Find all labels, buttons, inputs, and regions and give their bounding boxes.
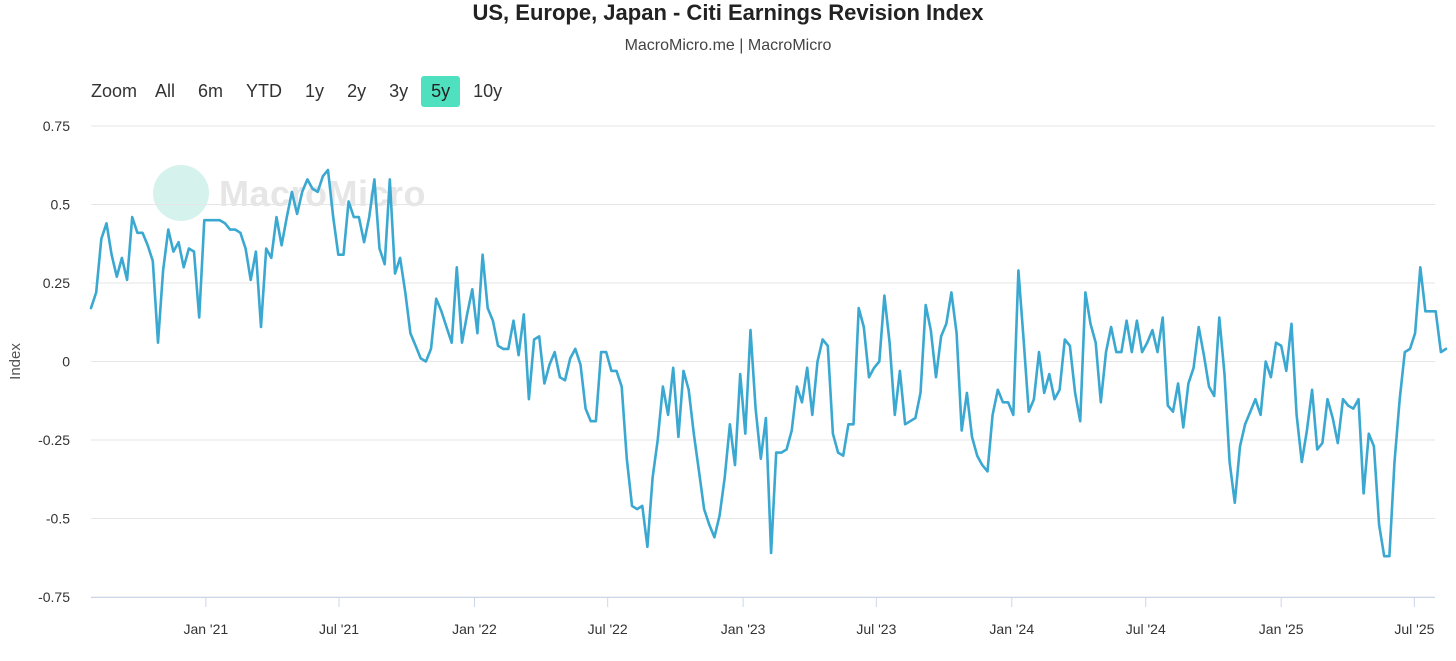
y-tick-label: -0.5 (46, 511, 70, 527)
zoom-button-6m[interactable]: 6m (198, 81, 224, 101)
x-tick-label: Jul '23 (856, 621, 896, 637)
zoom-button-1y[interactable]: 1y (305, 81, 325, 101)
x-tick-label: Jan '23 (721, 621, 766, 637)
chart-subtitle: MacroMicro.me | MacroMicro (624, 37, 832, 54)
chart-title: US, Europe, Japan - Citi Earnings Revisi… (472, 0, 984, 25)
y-tick-label: 0.75 (43, 118, 70, 134)
zoom-label: Zoom (91, 81, 138, 101)
x-tick-label: Jan '22 (452, 621, 497, 637)
x-tick-label: Jan '21 (183, 621, 228, 637)
x-tick-label: Jan '24 (989, 621, 1034, 637)
zoom-button-all[interactable]: All (155, 81, 176, 101)
zoom-bar: Zoom All 6m YTD 1y 2y 3y 5y 10y (84, 76, 515, 107)
y-tick-label: -0.75 (38, 589, 70, 605)
zoom-button-3y[interactable]: 3y (389, 81, 409, 101)
x-tick-label: Jan '25 (1259, 621, 1304, 637)
y-axis-title: Index (7, 343, 24, 380)
x-tick-label: Jul '22 (588, 621, 628, 637)
zoom-button-2y[interactable]: 2y (347, 81, 367, 101)
y-tick-label: -0.25 (38, 432, 70, 448)
y-tick-label: 0.5 (51, 197, 71, 213)
y-tick-label: 0 (62, 354, 70, 370)
zoom-button-10y[interactable]: 10y (473, 81, 503, 101)
y-tick-label: 0.25 (43, 275, 70, 291)
x-tick-label: Jul '24 (1126, 621, 1166, 637)
x-tick-label: Jul '25 (1394, 621, 1434, 637)
x-tick-label: Jul '21 (319, 621, 359, 637)
zoom-button-5y[interactable]: 5y (421, 76, 461, 107)
zoom-button-ytd[interactable]: YTD (246, 81, 283, 101)
series-line (89, 168, 1448, 558)
